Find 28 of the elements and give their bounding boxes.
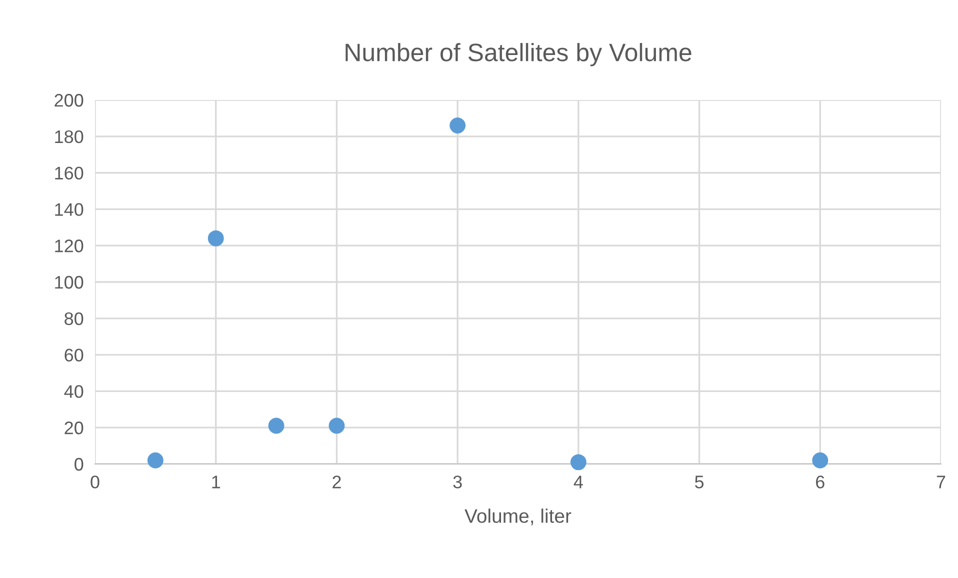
chart-title: Number of Satellites by Volume (346, 42, 692, 66)
x-tick-label: 0 (90, 476, 100, 488)
point (450, 118, 466, 134)
x-tick-label: 7 (936, 476, 946, 488)
x-axis-title: Volume, liter (464, 508, 572, 526)
y-tick-label: 120 (55, 240, 84, 252)
y-tick-label: 140 (55, 203, 84, 216)
y-tick-label: 80 (64, 312, 84, 326)
y-tick-label: 0 (74, 458, 84, 471)
point (570, 454, 586, 470)
point (147, 452, 164, 468)
y-tick-label: 200 (54, 94, 84, 107)
x-tick-label: 1 (212, 476, 220, 488)
y-tick-label: 160 (55, 166, 84, 180)
y-tick-label: 100 (55, 276, 84, 289)
point (208, 230, 224, 246)
x-tick-label: 3 (453, 476, 462, 488)
y-tick-label: 60 (64, 348, 84, 362)
point (328, 418, 345, 434)
x-tick-label: 5 (694, 476, 704, 488)
x-tick-label: 6 (816, 476, 824, 488)
point (268, 418, 284, 434)
y-tick-label: 20 (64, 422, 84, 434)
point (812, 452, 828, 468)
y-tick-label: 180 (55, 130, 84, 144)
y-tick-label: 40 (64, 385, 84, 398)
x-tick-label: 4 (574, 476, 583, 488)
x-tick-label: 2 (332, 476, 341, 488)
